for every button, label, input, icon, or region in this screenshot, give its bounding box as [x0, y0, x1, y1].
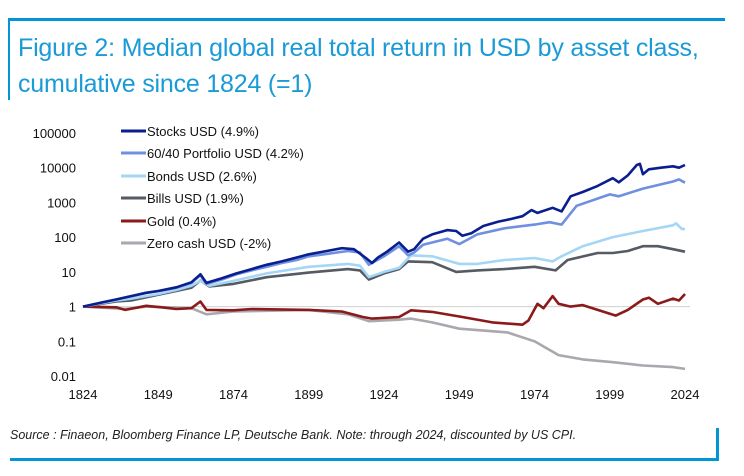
y-tick-label: 100000: [33, 126, 76, 141]
legend-label-0: Stocks USD (4.9%): [147, 124, 259, 139]
x-tick-label: 2024: [671, 387, 700, 402]
series-line-4: [82, 293, 686, 326]
x-tick-label: 1949: [445, 387, 474, 402]
source-note: Source : Finaeon, Bloomberg Finance LP, …: [10, 428, 577, 442]
frame-bottom-rule: [10, 458, 719, 461]
x-tick-label: 1849: [144, 387, 173, 402]
y-tick-label: 100: [54, 230, 76, 245]
frame-left-rule: [8, 18, 10, 100]
x-tick-label: 1899: [294, 387, 323, 402]
legend-label-1: 60/40 Portfolio USD (4.2%): [147, 146, 304, 161]
y-tick-label: 10: [62, 265, 76, 280]
y-tick-label: 0.1: [58, 334, 76, 349]
series-line-0: [82, 162, 686, 308]
frame-top-rule: [8, 18, 725, 21]
y-tick-label: 0.01: [51, 369, 76, 384]
x-tick-label: 1999: [595, 387, 624, 402]
frame-right-rule: [716, 428, 719, 461]
legend-label-5: Zero cash USD (-2%): [147, 236, 271, 251]
legend-label-3: Bills USD (1.9%): [147, 191, 244, 206]
x-tick-label: 1874: [219, 387, 248, 402]
y-tick-label: 1: [69, 300, 76, 315]
figure-title: Figure 2: Median global real total retur…: [18, 34, 699, 98]
legend-label-2: Bonds USD (2.6%): [147, 169, 257, 184]
x-tick-label: 1924: [370, 387, 399, 402]
x-tick-label: 1824: [69, 387, 98, 402]
series-line-2: [82, 222, 685, 308]
x-tick-label: 1974: [520, 387, 549, 402]
y-tick-label: 10000: [40, 161, 76, 176]
series-line-5: [82, 305, 686, 371]
legend-label-4: Gold (0.4%): [147, 214, 216, 229]
y-tick-label: 1000: [47, 195, 76, 210]
